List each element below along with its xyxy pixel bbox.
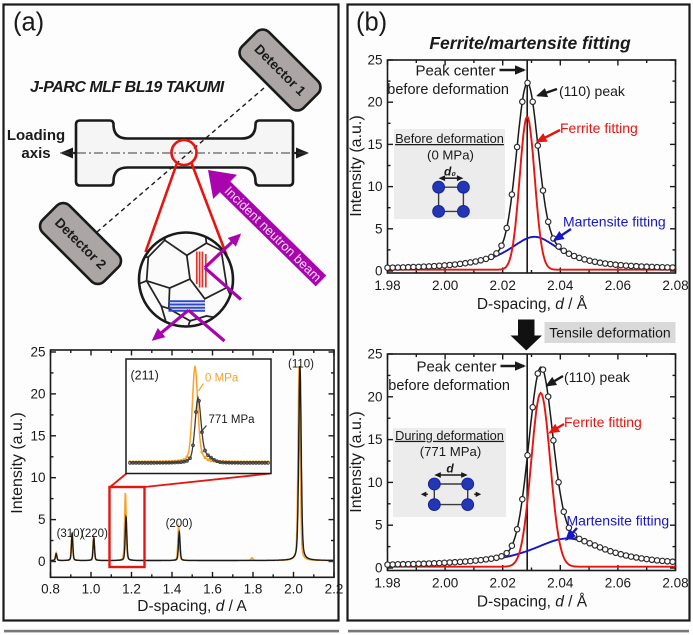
svg-text:(110): (110) (288, 359, 314, 371)
svg-text:2.06: 2.06 (605, 576, 631, 591)
svg-text:Intensity (a.u.): Intensity (a.u.) (348, 115, 365, 216)
svg-text:771 MPa: 771 MPa (209, 414, 256, 426)
svg-text:(0 MPa): (0 MPa) (427, 147, 474, 162)
svg-text:Martensite fitting: Martensite fitting (567, 513, 670, 529)
svg-text:0 MPa: 0 MPa (205, 373, 239, 385)
svg-text:(211): (211) (131, 369, 159, 383)
svg-text:0: 0 (375, 264, 383, 279)
svg-text:25: 25 (367, 347, 382, 362)
svg-text:Ferrite/martensite fitting: Ferrite/martensite fitting (429, 33, 631, 53)
svg-text:Intensity (a.u.): Intensity (a.u.) (9, 412, 26, 513)
svg-text:0: 0 (375, 561, 383, 576)
svg-text:0: 0 (38, 554, 46, 569)
svg-text:1.98: 1.98 (374, 576, 400, 591)
svg-text:before deformation: before deformation (388, 378, 510, 394)
svg-text:d: d (446, 462, 454, 476)
svg-text:Ferrite fitting: Ferrite fitting (564, 414, 642, 430)
svg-text:20: 20 (367, 389, 382, 404)
svg-text:2.00: 2.00 (432, 278, 458, 293)
svg-text:J-PARC MLF BL19 TAKUMI: J-PARC MLF BL19 TAKUMI (30, 79, 225, 96)
svg-text:20: 20 (30, 386, 45, 401)
svg-text:2.08: 2.08 (662, 576, 688, 591)
svg-text:5: 5 (375, 221, 383, 236)
svg-text:Peak center: Peak center (416, 359, 496, 376)
svg-text:before deformation: before deformation (387, 82, 509, 98)
svg-text:10: 10 (367, 475, 382, 490)
svg-text:(200): (200) (166, 518, 193, 530)
svg-text:2.02: 2.02 (490, 278, 516, 293)
svg-text:10: 10 (367, 179, 382, 194)
svg-text:D-spacing, d / Å: D-spacing, d / Å (477, 594, 588, 611)
svg-text:1.4: 1.4 (163, 582, 182, 597)
svg-text:2.2: 2.2 (325, 582, 344, 597)
svg-text:(771 MPa): (771 MPa) (420, 444, 482, 459)
svg-text:5: 5 (375, 518, 383, 533)
svg-text:2.00: 2.00 (432, 576, 458, 591)
svg-text:Tensile deformation: Tensile deformation (549, 325, 670, 341)
svg-text:(110) peak: (110) peak (559, 83, 626, 99)
svg-text:15: 15 (367, 137, 382, 152)
svg-text:20: 20 (367, 95, 382, 110)
svg-text:10: 10 (30, 470, 45, 485)
svg-text:(110) peak: (110) peak (564, 369, 631, 385)
svg-text:Ferrite fitting: Ferrite fitting (560, 120, 638, 136)
svg-text:25: 25 (367, 53, 382, 68)
svg-text:15: 15 (367, 432, 382, 447)
svg-text:Before deformation: Before deformation (395, 131, 504, 146)
svg-text:D-spacing, d / Å: D-spacing, d / Å (477, 296, 588, 313)
svg-text:axis: axis (21, 145, 50, 162)
svg-text:25: 25 (30, 345, 45, 360)
svg-text:(b): (b) (356, 9, 387, 37)
svg-text:15: 15 (30, 428, 45, 443)
svg-text:0.8: 0.8 (41, 582, 60, 597)
svg-text:Martensite fitting: Martensite fitting (563, 214, 666, 230)
svg-text:Peak center: Peak center (415, 63, 495, 80)
svg-text:1.8: 1.8 (244, 582, 263, 597)
svg-text:2.04: 2.04 (547, 278, 574, 293)
svg-text:(a): (a) (13, 9, 44, 37)
svg-text:5: 5 (38, 512, 46, 527)
svg-text:1.0: 1.0 (82, 582, 101, 597)
svg-text:(310): (310) (57, 528, 84, 540)
svg-text:2.0: 2.0 (284, 582, 303, 597)
svg-text:Intensity (a.u.): Intensity (a.u.) (348, 411, 365, 512)
svg-text:2.04: 2.04 (547, 576, 574, 591)
svg-text:1.6: 1.6 (203, 582, 222, 597)
svg-text:Loading: Loading (7, 127, 65, 144)
svg-text:2.08: 2.08 (662, 278, 688, 293)
svg-text:During deformation: During deformation (395, 428, 504, 443)
svg-text:d₀: d₀ (444, 165, 456, 179)
svg-text:1.98: 1.98 (374, 278, 400, 293)
svg-text:D-spacing, d / A: D-spacing, d / A (137, 598, 247, 615)
svg-text:1.2: 1.2 (122, 582, 141, 597)
svg-text:2.02: 2.02 (490, 576, 516, 591)
svg-text:(220): (220) (81, 528, 108, 540)
svg-text:2.06: 2.06 (605, 278, 631, 293)
